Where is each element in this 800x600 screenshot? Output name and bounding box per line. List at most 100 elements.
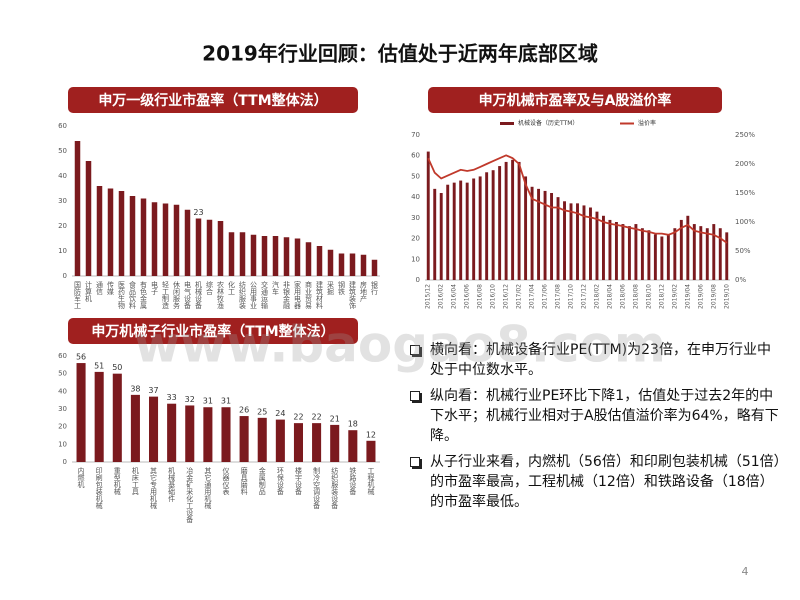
data-label: 50 (112, 363, 122, 372)
y-tick-label: 60 (411, 152, 420, 160)
chart-title: 申万机械市盈率及与A股溢价率 (479, 92, 672, 109)
bullet-text: 横向看：机械设备行业PE(TTM)为23倍，在申万行业中处于中位数水平。 (430, 342, 771, 378)
x-tick-label: 家用电器 (294, 280, 302, 310)
bar (433, 188, 437, 280)
bar (305, 242, 312, 276)
bar (705, 228, 709, 280)
x-tick-label: 交通运输 (261, 280, 269, 310)
bar (653, 234, 657, 280)
x-tick-label: 银行 (371, 280, 379, 296)
x-tick-label: 轻工制造 (162, 280, 170, 310)
y-tick-label: 50 (58, 370, 67, 378)
data-label: 22 (293, 413, 303, 422)
bar (621, 224, 625, 280)
x-tick-label: 印刷包装机械 (95, 467, 103, 510)
bar (118, 191, 125, 276)
bar (608, 219, 612, 280)
bar (74, 141, 81, 276)
bar (660, 236, 664, 280)
y-tick-label: 40 (58, 172, 67, 180)
bar (491, 170, 495, 280)
bar (446, 184, 450, 280)
legend-label: 溢价率 (638, 119, 656, 127)
x-tick-label: 纺织服装 (239, 280, 247, 310)
y-tick-label: 30 (58, 197, 67, 205)
x-tick-label: 冶金矿采化工设备 (186, 466, 194, 524)
bar (338, 253, 345, 276)
x-tick-label: 机械设备 (195, 280, 203, 310)
chart-banner (68, 318, 358, 344)
bar (96, 186, 103, 276)
bar (330, 424, 340, 462)
bar (576, 203, 579, 280)
x-tick-label: 2015/12 (425, 284, 432, 309)
x-tick-label: 2017/08 (555, 284, 562, 309)
bar (582, 205, 586, 280)
bullet-text: 纵向看：机械行业PE环比下降1，估值处于过去2年的中下水平；机械行业相对于A股估… (430, 388, 779, 444)
bar (614, 222, 618, 280)
y-tick-label: 50 (58, 147, 67, 155)
x-tick-label: 医药生物 (118, 281, 126, 310)
bar (316, 246, 323, 276)
bar (275, 419, 285, 462)
bar (107, 188, 114, 276)
bar (699, 226, 703, 280)
x-tick-label: 2017/06 (542, 284, 549, 309)
data-label: 31 (221, 397, 231, 406)
bar (239, 416, 249, 462)
x-tick-label: 2019/10 (723, 284, 730, 309)
data-label: 51 (94, 361, 104, 370)
bar (627, 226, 631, 280)
bar (283, 237, 290, 276)
data-label: 23 (193, 208, 203, 217)
bar (478, 176, 482, 280)
bar (257, 417, 267, 462)
x-tick-label: 仪器仪表 (222, 467, 230, 496)
y-tick-label: 70 (411, 131, 420, 139)
bar (217, 221, 224, 276)
data-label: 38 (130, 384, 140, 393)
bar (712, 224, 716, 280)
bar (524, 176, 528, 280)
x-tick-label: 2019/08 (710, 284, 717, 309)
bar (327, 249, 334, 276)
bar (472, 178, 476, 280)
bar (640, 228, 644, 280)
x-tick-label: 2018/10 (645, 284, 652, 309)
bar (673, 228, 677, 280)
bar (185, 405, 195, 462)
y2-tick-label: 0% (735, 276, 746, 284)
bar (76, 363, 86, 462)
data-label: 33 (167, 393, 177, 402)
data-label: 56 (76, 353, 86, 362)
legend-label: 机械设备（历史TTM） (518, 119, 578, 127)
x-tick-label: 休闲服务 (173, 280, 181, 310)
bar (228, 232, 235, 276)
bar (272, 236, 279, 276)
y-tick-label: 10 (58, 440, 67, 448)
bar (149, 396, 159, 462)
x-tick-label: 2018/06 (619, 284, 626, 309)
x-tick-label: 2017/12 (580, 284, 587, 309)
y2-tick-label: 150% (735, 189, 755, 197)
x-tick-label: 纺织服装设备 (331, 466, 339, 510)
bar (589, 207, 592, 280)
bar (167, 403, 177, 462)
bar (112, 373, 122, 462)
slide-title: 2019年行业回顾：估值处于近两年底部区域 (202, 42, 598, 66)
bar (349, 253, 356, 276)
chart-banner (428, 87, 722, 113)
x-tick-label: 国防军工 (74, 281, 82, 309)
x-tick-label: 电气设备 (184, 280, 192, 310)
bar (195, 218, 202, 276)
bar (634, 224, 638, 280)
bar (543, 190, 547, 280)
bar (439, 193, 443, 280)
bullet: 纵向看：机械行业PE环比下降1，估值处于过去2年的中下水平；机械行业相对于A股估… (408, 386, 783, 446)
x-tick-label: 商业贸易 (305, 280, 313, 310)
x-tick-label: 有色金属 (140, 280, 148, 310)
bar (485, 172, 489, 280)
bar (261, 236, 268, 276)
